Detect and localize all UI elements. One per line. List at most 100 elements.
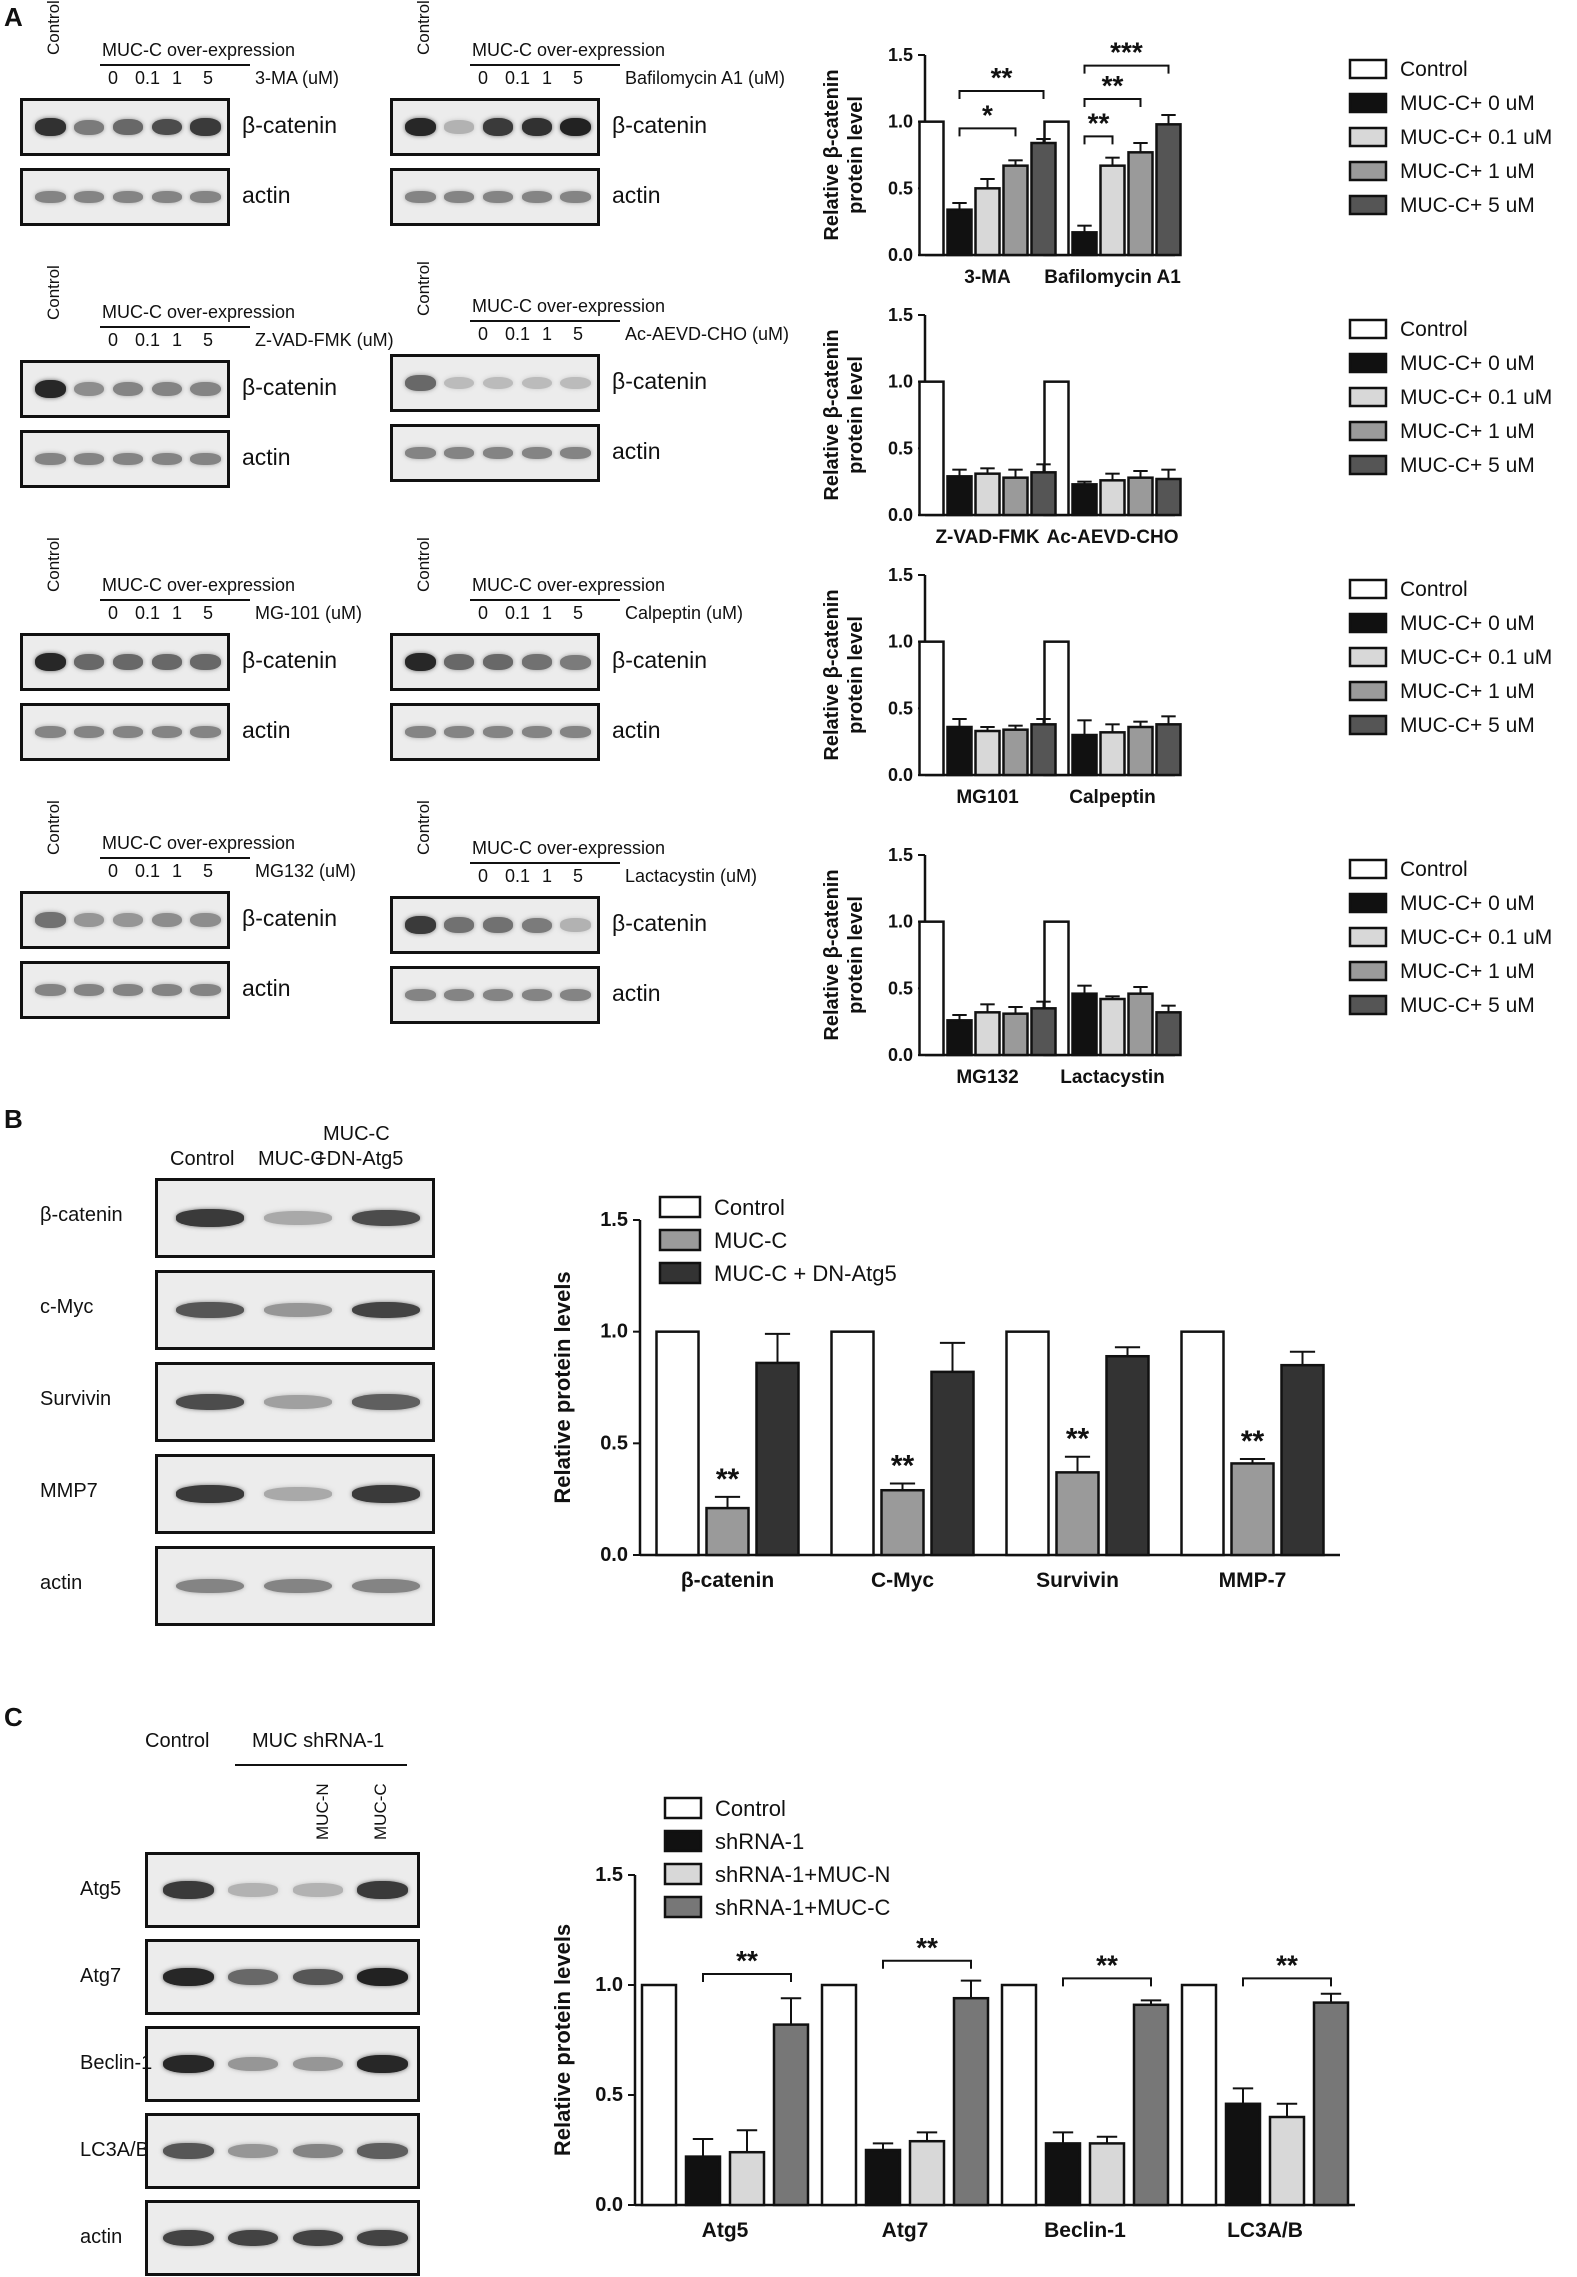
band [35, 191, 66, 203]
b-row-label-2: Survivin [40, 1388, 112, 1410]
band [405, 726, 436, 738]
band [112, 984, 144, 996]
blot-3ma-dose-3: 5 [203, 68, 214, 88]
band [227, 1883, 279, 1897]
c-blot-row-4 [145, 2200, 420, 2276]
band [405, 375, 436, 391]
chart-c-relative-protein: 0.0 0.5 1.0 1.5 Relative protein levels Atg5 A… [550, 1796, 1355, 2242]
bar [952, 1996, 990, 2207]
y-tick-label: 1.5 [888, 305, 913, 325]
band [482, 118, 514, 136]
bar [864, 2148, 902, 2207]
blot-mg101-overexpression-label: MUC-C over-expression [102, 575, 296, 595]
band [190, 726, 221, 738]
legend-swatch [1348, 420, 1388, 442]
legend-swatch [1348, 352, 1388, 374]
blot-mg132-beta-catenin-blot [20, 891, 230, 949]
legend-swatch [1348, 714, 1388, 736]
x-category-label: β-catenin [681, 1569, 774, 1592]
band [351, 1394, 421, 1410]
b-blot-row-2 [155, 1362, 435, 1442]
band [560, 376, 591, 390]
legend-swatch [663, 1829, 703, 1853]
band [521, 654, 552, 670]
band [444, 376, 475, 390]
bar [1127, 992, 1154, 1057]
y-axis-label: protein level [845, 616, 867, 734]
band [151, 984, 182, 996]
b-col-dn-line1: MUC-C [323, 1123, 390, 1145]
band [190, 912, 221, 928]
bar [1105, 1354, 1150, 1557]
x-category-label: LC3A/B [1227, 2219, 1303, 2242]
c-col-shrna: MUC shRNA-1 [252, 1730, 385, 1752]
bar [1071, 483, 1098, 517]
blot-lactacystin-actin-blot [390, 966, 600, 1024]
y-axis-label: Relative protein levels [550, 1271, 575, 1503]
bar [1002, 1012, 1029, 1057]
band [357, 1968, 408, 1986]
blot-calpeptin-beta-catenin-label: β-catenin [612, 647, 708, 673]
x-category-label: Beclin-1 [1044, 2219, 1126, 2242]
blot-zvad-actin-label: actin [242, 444, 291, 470]
blot-mg101-dose-2: 1 [172, 603, 183, 623]
band [35, 726, 66, 738]
significance-star: * [982, 99, 993, 130]
y-tick-label: 0.0 [888, 245, 913, 265]
band [482, 376, 514, 390]
blot-mg132-dose-2: 1 [172, 861, 183, 881]
legend-label: MUC-C+ 0 uM [1400, 92, 1535, 115]
blot-calpeptin-overexpression-line [470, 599, 620, 601]
band [351, 1301, 421, 1319]
band [35, 453, 66, 465]
blot-lactacystin-overexpression-line [470, 862, 620, 864]
legend-label: MUC-C+ 1 uM [1400, 960, 1535, 983]
blot-calpeptin-beta-catenin-blot [390, 633, 600, 691]
band [190, 118, 221, 136]
legend-swatch [1348, 926, 1388, 948]
blot-acaevd-dose-3: 5 [573, 324, 584, 344]
blot-mg101-dose-1: 0.1 [135, 603, 161, 623]
band [521, 989, 552, 1001]
y-tick-label: 0.0 [888, 765, 913, 785]
significance-star: ** [716, 1463, 740, 1496]
bar [1030, 1007, 1057, 1057]
band [163, 2055, 214, 2073]
band [521, 726, 552, 738]
band [405, 989, 436, 1001]
bar [1099, 479, 1126, 517]
band [357, 2229, 408, 2247]
band [444, 191, 475, 203]
band [405, 191, 436, 203]
y-tick-label: 0.0 [595, 2194, 623, 2216]
band [482, 917, 514, 933]
x-category-label: Lactacystin [1060, 1067, 1165, 1088]
blot-acaevd-overexpression-line [470, 320, 620, 322]
legend-label: MUC-C + DN-Atg5 [714, 1261, 897, 1286]
blot-lactacystin-dose-1: 0.1 [505, 866, 531, 886]
bar [1044, 2142, 1082, 2207]
significance-bracket [882, 1959, 972, 1969]
bar [1088, 2142, 1126, 2207]
band [521, 118, 552, 136]
band [560, 447, 591, 459]
band [35, 984, 66, 996]
band [444, 917, 475, 933]
band [74, 119, 105, 135]
band [74, 984, 105, 996]
bar [1002, 728, 1029, 777]
blot-3ma-treatment-label: 3-MA (uM) [255, 68, 340, 88]
y-tick-label: 1.5 [600, 1209, 628, 1231]
blot-calpeptin-actin-label: actin [612, 717, 661, 743]
legend-label: MUC-C+ 1 uM [1400, 680, 1535, 703]
c-col-mucn: MUC-N [313, 1783, 332, 1840]
band [35, 653, 66, 671]
blot-mg132-dose-0: 0 [108, 861, 119, 881]
blot-baf-dose-2: 1 [542, 68, 553, 88]
blot-zvad-treatment-label: Z-VAD-FMK (uM) [255, 330, 394, 350]
blot-zvad-beta-catenin-blot [20, 360, 230, 418]
blot-calpeptin-actin-blot [390, 703, 600, 761]
y-axis-label: Relative β-catenin [821, 869, 843, 1040]
bar [974, 472, 1001, 517]
band [163, 2229, 214, 2247]
